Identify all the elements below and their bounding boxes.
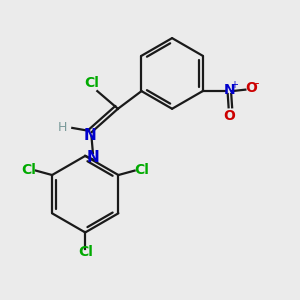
Text: +: +	[230, 80, 238, 90]
Text: Cl: Cl	[78, 245, 93, 260]
Text: H: H	[58, 121, 68, 134]
Text: Cl: Cl	[134, 163, 149, 177]
Text: N: N	[84, 128, 97, 143]
Text: Cl: Cl	[85, 76, 100, 90]
Text: -: -	[254, 77, 259, 90]
Text: O: O	[245, 81, 257, 95]
Text: O: O	[224, 109, 236, 122]
Text: Cl: Cl	[21, 163, 36, 177]
Text: N: N	[87, 150, 100, 165]
Text: N: N	[224, 82, 235, 97]
